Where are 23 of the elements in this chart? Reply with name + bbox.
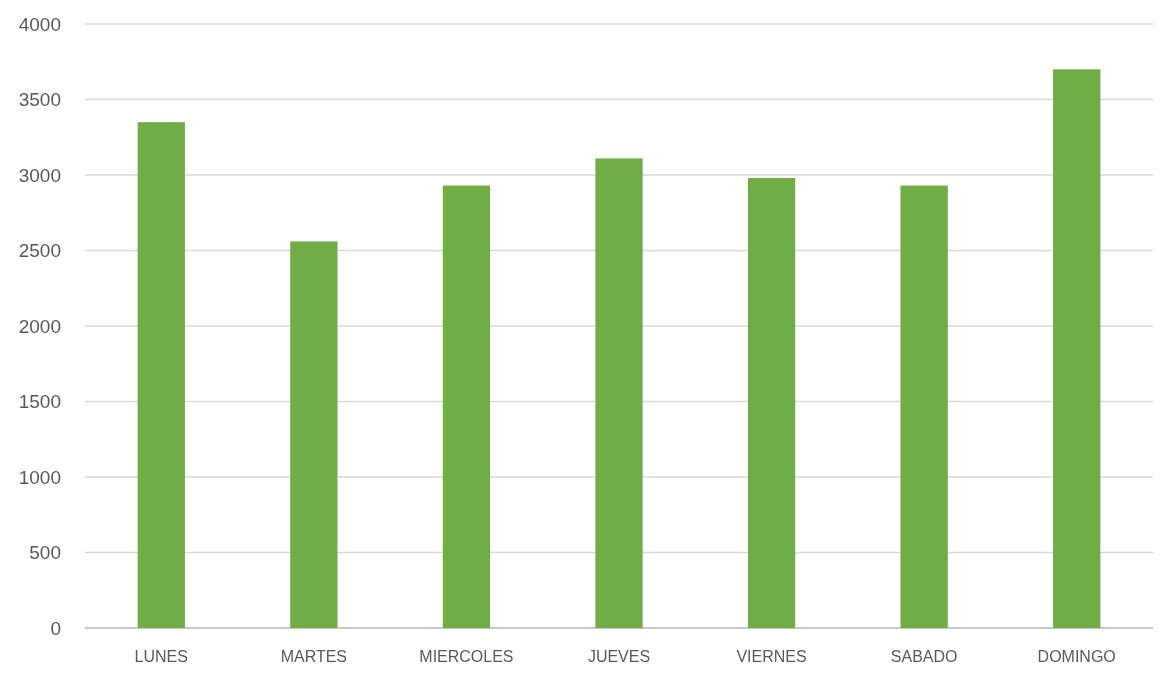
y-tick-label: 0 bbox=[50, 617, 61, 639]
bar bbox=[1053, 69, 1101, 628]
x-tick-label: SABADO bbox=[890, 648, 958, 665]
y-tick-label: 2000 bbox=[18, 315, 61, 337]
bar bbox=[595, 158, 643, 628]
y-tick-label: 3500 bbox=[18, 89, 61, 111]
x-tick-label: DOMINGO bbox=[1037, 648, 1116, 665]
bar bbox=[137, 122, 185, 628]
bar bbox=[442, 185, 491, 628]
x-tick-label: VIERNES bbox=[736, 648, 807, 665]
bar bbox=[290, 241, 338, 628]
y-tick-label: 2500 bbox=[18, 240, 61, 262]
y-tick-label: 1000 bbox=[18, 466, 61, 488]
x-tick-label: MARTES bbox=[280, 648, 348, 665]
x-tick-label: LUNES bbox=[134, 648, 188, 665]
bar bbox=[747, 178, 796, 628]
y-tick-label: 3000 bbox=[18, 164, 61, 186]
y-tick-label: 1500 bbox=[18, 391, 61, 413]
bar bbox=[900, 185, 948, 628]
y-tick-label: 500 bbox=[29, 542, 61, 564]
x-tick-label: MIERCOLES bbox=[419, 648, 514, 665]
y-tick-label: 4000 bbox=[18, 13, 61, 35]
x-tick-label: JUEVES bbox=[587, 648, 651, 665]
